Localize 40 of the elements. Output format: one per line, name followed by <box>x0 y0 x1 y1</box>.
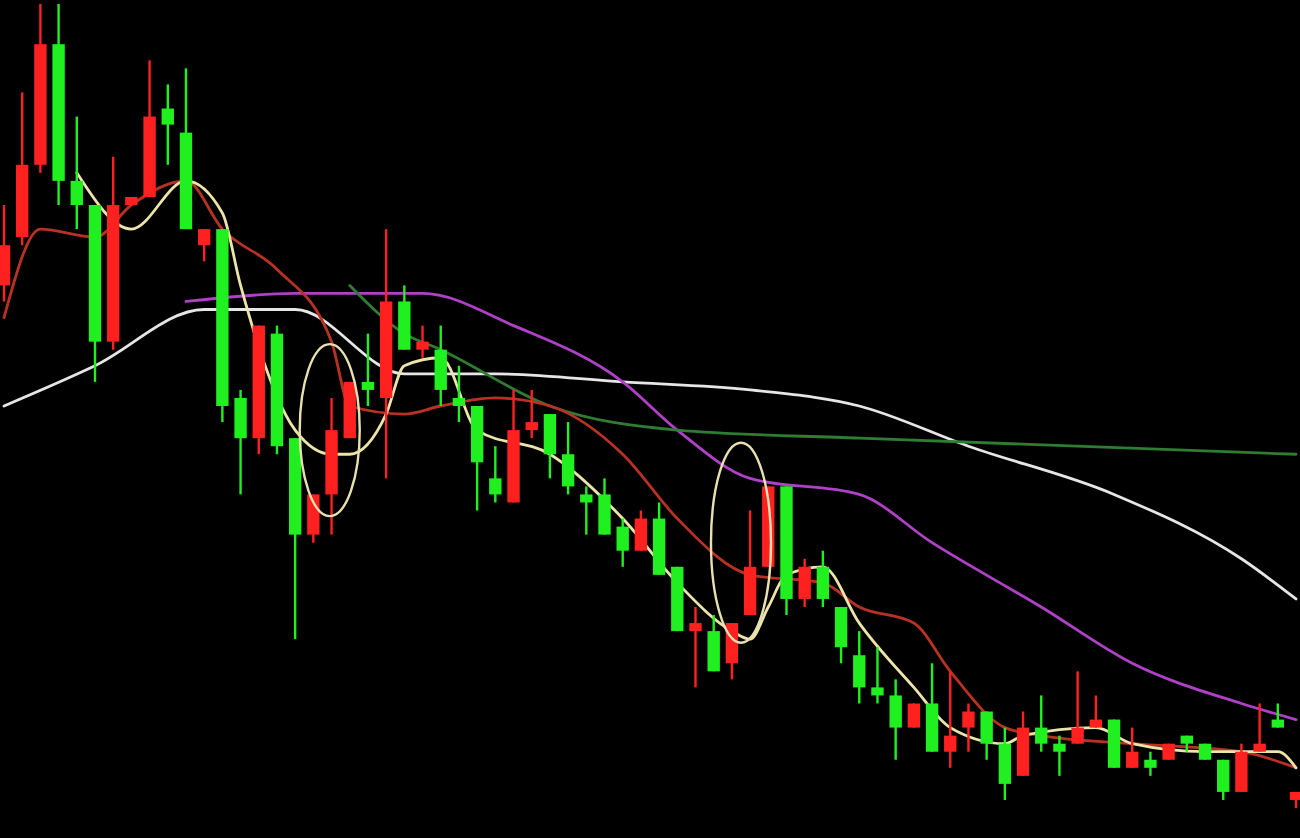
candlestick <box>1035 694 1048 753</box>
candlestick <box>197 227 211 263</box>
candlestick <box>543 412 557 480</box>
candlestick <box>816 549 830 609</box>
candlestick <box>634 509 648 552</box>
candlestick <box>161 83 174 166</box>
candlestick <box>853 629 866 705</box>
candlestick <box>234 388 247 496</box>
candlestick <box>907 702 921 729</box>
candlestick <box>452 364 466 424</box>
candlestick <box>689 605 702 689</box>
candlestick <box>0 203 11 303</box>
candlestick <box>598 477 611 536</box>
candlestick <box>1053 734 1066 778</box>
candlestick <box>1144 750 1157 778</box>
candlestick <box>416 324 429 359</box>
candlestick <box>889 678 902 761</box>
candlestick <box>1271 702 1284 729</box>
candlestick <box>489 445 502 504</box>
candlestick <box>871 646 884 705</box>
candlestick <box>580 485 593 536</box>
candlestick <box>1071 670 1084 745</box>
candlestick <box>944 670 957 769</box>
candlestick <box>1089 694 1103 729</box>
candlestick <box>525 388 538 440</box>
candlestick <box>70 115 83 231</box>
candlestick <box>798 557 811 609</box>
candlestick <box>561 420 575 496</box>
candlestick <box>1217 758 1230 802</box>
candlestick <box>962 702 975 753</box>
candlestick <box>616 517 629 568</box>
candlestick <box>361 332 375 408</box>
candlestick <box>1126 726 1139 769</box>
candlestick <box>834 605 848 665</box>
candlestick <box>1235 742 1248 794</box>
candlestick <box>998 726 1012 802</box>
candlestick <box>434 324 447 408</box>
candlestick <box>980 710 993 761</box>
candlestick <box>707 613 720 673</box>
candlestick <box>1253 702 1266 753</box>
